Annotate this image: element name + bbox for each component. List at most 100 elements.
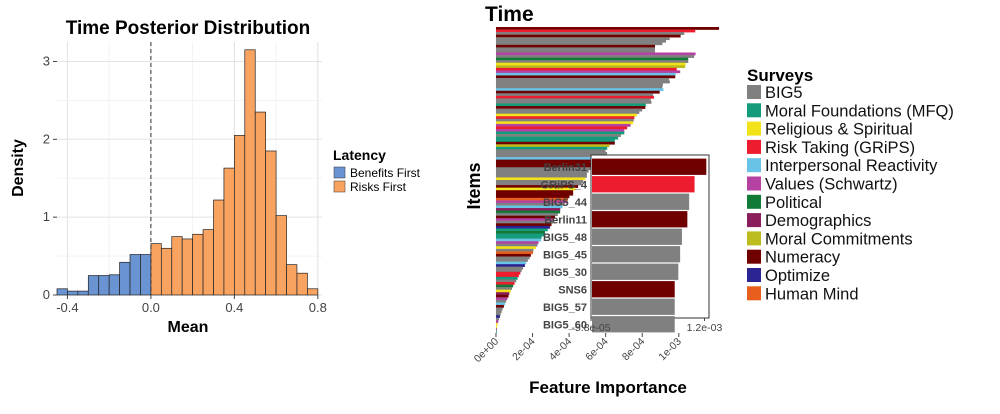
feature-importance-x-tick-label: 8e-04 [620, 336, 648, 364]
histogram-bar-risks-first [202, 229, 214, 296]
histogram-bar-risks-first [286, 264, 298, 296]
legend-label-benefits-first: Benefits First [350, 166, 421, 180]
feature-importance-bar [495, 55, 695, 58]
legend-swatch-risks-first [333, 180, 346, 193]
legend-label-political: Political [765, 194, 822, 212]
feature-importance-bar [495, 149, 606, 153]
feature-importance-bar [495, 169, 589, 173]
legend-label-demographics: Demographics [765, 212, 871, 230]
feature-importance-bar [495, 88, 664, 92]
histogram-bar-benefits-first [129, 254, 141, 296]
feature-importance-bar [495, 274, 519, 278]
histogram-y-tick-label: 0 [43, 287, 50, 302]
histogram-bar-risks-first [234, 135, 246, 296]
feature-importance-bar [495, 325, 497, 329]
histogram-bar-risks-first [223, 167, 235, 296]
feature-importance-bar [495, 271, 521, 275]
inset-bar-berlin11 [592, 211, 688, 228]
inset-x-tick-label: -5.8e-05 [571, 322, 610, 334]
feature-importance-bar [495, 307, 503, 311]
legend-label-optimize: Optimize [765, 267, 830, 285]
feature-importance-bar [495, 243, 538, 247]
feature-importance-y-axis-label: Items [464, 162, 484, 209]
feature-importance-bar [495, 162, 599, 165]
feature-importance-axes: 0e+00 2e-04 4e-04 6e-04 8e-04 1e-03 [472, 333, 684, 365]
inset-item-label-big5_48: BIG5_48 [543, 232, 587, 244]
feature-importance-bar [495, 297, 508, 301]
feature-importance-bar [495, 223, 552, 227]
feature-importance-bar [495, 126, 628, 130]
feature-importance-bar [495, 106, 646, 109]
feature-importance-bar [495, 282, 515, 285]
feature-importance-bar [495, 197, 569, 201]
feature-importance-bar [495, 121, 634, 125]
feature-importance-bar [495, 261, 527, 265]
legend-swatch-moral-foundations-mfq- [747, 103, 761, 118]
feature-importance-bar [495, 103, 646, 107]
feature-importance-x-tick-label: 0e+00 [472, 336, 501, 365]
feature-importance-bar [495, 202, 565, 206]
feature-importance-x-tick-label: 6e-04 [583, 336, 611, 364]
histogram-bar-benefits-first [77, 290, 89, 296]
feature-importance-bar [495, 320, 499, 324]
feature-importance-bar [495, 83, 663, 86]
feature-importance-bar [495, 208, 561, 211]
legend-swatch-numeracy [747, 249, 761, 264]
feature-importance-bar [495, 185, 579, 188]
feature-importance-bar [495, 62, 686, 66]
histogram-bar-risks-first [307, 288, 319, 296]
feature-importance-bar [495, 172, 587, 176]
feature-importance-bar [495, 85, 663, 89]
feature-importance-bar [495, 287, 512, 290]
histogram-y-tick-label: 1 [43, 209, 50, 224]
inset-item-label-big5_45: BIG5_45 [543, 249, 587, 261]
legend-swatch-optimize [747, 268, 761, 282]
legend-swatch-moral-commitments [747, 231, 761, 246]
feature-importance-bar [495, 284, 514, 288]
histogram-x-tick-label: -0.4 [56, 300, 78, 315]
histogram-x-tick-label: 0.8 [309, 300, 327, 315]
feature-importance-bar [495, 238, 542, 242]
feature-importance-bar [495, 123, 631, 127]
histogram-bar-risks-first [150, 243, 162, 296]
histogram-axes: -0.4 0.0 0.4 0.8 0 1 2 3 [43, 53, 327, 315]
feature-importance-bar [495, 187, 576, 191]
feature-importance-bar [495, 44, 656, 48]
feature-importance-bar [495, 233, 545, 237]
feature-importance-bar [495, 75, 676, 79]
feature-importance-bar [495, 78, 670, 81]
legend-swatch-human-mind [747, 286, 761, 301]
histogram-bar-benefits-first [56, 288, 68, 296]
inset-item-label-berlin31: Berlin31 [544, 162, 587, 174]
legend-swatch-benefits-first [333, 166, 346, 179]
histogram-x-axis-label: Mean [168, 319, 209, 336]
histogram-title: Time Posterior Distribution [66, 18, 311, 39]
feature-importance-bar [495, 213, 558, 216]
inset-bar-big5_57 [592, 298, 675, 315]
feature-importance-bar [495, 27, 720, 30]
feature-importance-title: Time [485, 3, 534, 26]
feature-importance-bar [495, 174, 587, 178]
legend-label-human-mind: Human Mind [765, 285, 859, 303]
feature-importance-bar [495, 315, 500, 318]
legend-swatch-values-schwartz- [747, 176, 761, 191]
feature-importance-bar [495, 241, 539, 245]
feature-importance-bar [495, 141, 615, 145]
feature-importance-bar [495, 108, 643, 112]
feature-importance-bar [495, 151, 608, 155]
feature-importance-bar [495, 144, 610, 148]
feature-importance-bar [495, 228, 548, 232]
histogram-bar-benefits-first [67, 290, 79, 296]
feature-importance-bar [495, 134, 621, 137]
feature-importance-bar [495, 195, 570, 199]
inset-item-label-sns6: SNS6 [558, 284, 587, 296]
feature-importance-bar [495, 251, 533, 255]
histogram-bar-risks-first [213, 199, 225, 296]
inset-bar-big5_45 [592, 246, 681, 263]
histogram-bar-risks-first [192, 233, 204, 296]
feature-importance-bar [495, 215, 556, 219]
feature-importance-bar [495, 302, 506, 306]
inset-bar-big5_30 [592, 263, 679, 280]
feature-importance-bar [495, 146, 608, 150]
